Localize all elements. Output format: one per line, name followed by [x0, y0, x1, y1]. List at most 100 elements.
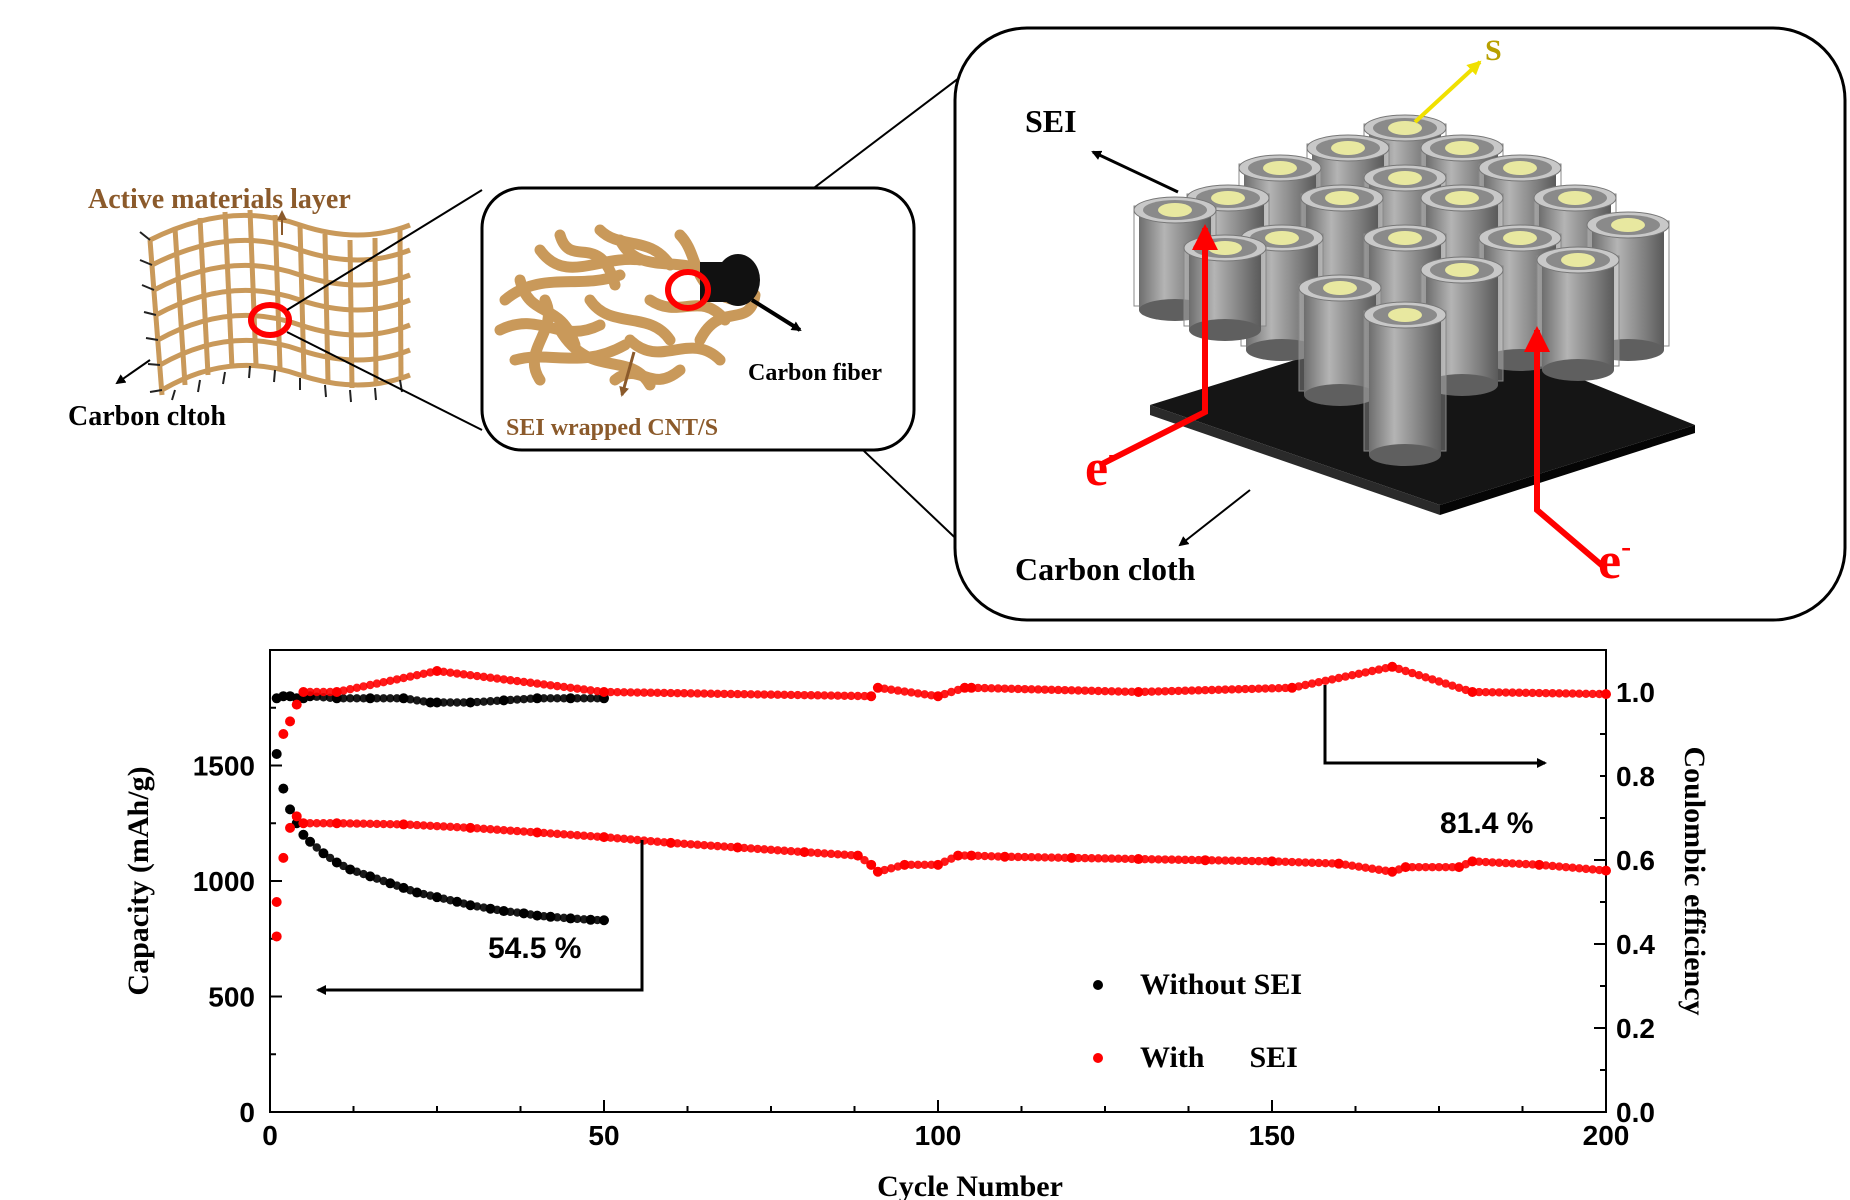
data-point — [1054, 853, 1063, 862]
data-point — [565, 913, 576, 924]
data-point — [840, 850, 849, 859]
data-point — [298, 829, 309, 840]
data-point — [352, 819, 362, 828]
data-point — [452, 669, 462, 678]
data-point — [366, 680, 375, 690]
data-point — [1347, 861, 1357, 870]
fiber-sei-label: SEI wrapped CNT/S — [506, 415, 718, 441]
data-point — [1227, 856, 1237, 865]
data-point — [1020, 684, 1030, 694]
data-point — [372, 819, 382, 829]
data-point — [359, 819, 368, 828]
data-point — [1107, 854, 1116, 863]
data-point — [1555, 689, 1564, 698]
data-point — [479, 824, 488, 833]
axis-tick-labels: 0 50 100 150 200 0 500 1000 1500 0.0 0.2 0.4 0.6 0.8 1… — [193, 677, 1656, 1151]
data-point — [345, 694, 355, 703]
data-point — [305, 836, 316, 847]
data-point — [359, 682, 368, 691]
data-point — [1287, 682, 1298, 693]
data-point — [1187, 855, 1197, 865]
data-point — [1333, 858, 1344, 869]
data-point — [633, 835, 642, 845]
data-point — [1334, 673, 1344, 683]
data-point — [519, 827, 529, 836]
data-point — [1448, 681, 1457, 690]
data-point — [586, 831, 595, 841]
data-point — [866, 691, 877, 702]
data-point — [579, 685, 589, 694]
data-point — [773, 846, 782, 855]
data-point — [1167, 686, 1177, 696]
data-point — [953, 850, 964, 861]
data-point — [446, 698, 455, 707]
data-point — [1481, 688, 1490, 697]
data-point — [1568, 689, 1577, 698]
data-point — [1180, 855, 1190, 865]
data-point — [1534, 859, 1545, 870]
y2-tick-label: 0.8 — [1616, 761, 1655, 792]
data-point — [780, 846, 789, 855]
data-point — [271, 748, 282, 759]
data-point — [666, 688, 675, 698]
data-point — [800, 690, 809, 700]
sulfur-label: S — [1485, 34, 1502, 67]
data-point — [1066, 852, 1077, 863]
data-point — [439, 822, 448, 831]
data-point — [1227, 685, 1237, 694]
data-point — [399, 673, 408, 683]
data-point — [1434, 677, 1444, 686]
series-with-sei-efficiency — [271, 661, 1611, 907]
data-point — [987, 684, 996, 693]
data-point — [1521, 859, 1531, 869]
pillar — [1363, 301, 1447, 466]
cloth-active-layer-label: Active materials layer — [88, 184, 351, 215]
data-point — [559, 682, 569, 692]
data-point — [519, 694, 529, 704]
data-point — [532, 910, 543, 921]
data-point — [512, 676, 522, 686]
data-point — [1568, 863, 1577, 872]
data-point — [933, 859, 943, 870]
data-point — [545, 911, 556, 922]
data-point — [1267, 684, 1277, 693]
data-point — [887, 864, 896, 873]
data-point — [860, 856, 869, 865]
data-point — [1174, 855, 1183, 864]
data-point — [298, 687, 309, 697]
data-point — [693, 840, 702, 849]
data-point — [278, 852, 289, 863]
data-point — [331, 687, 342, 697]
data-point — [1200, 855, 1211, 866]
data-point — [1588, 865, 1597, 874]
data-point — [465, 822, 476, 833]
data-point — [1434, 862, 1444, 872]
data-point — [291, 811, 302, 822]
cloth-panel: Active materials layer Carbon cltoh — [68, 184, 411, 432]
fiber-sei-arrow — [619, 351, 636, 397]
data-point — [412, 671, 422, 680]
data-point — [780, 690, 789, 700]
data-point — [1354, 669, 1364, 678]
data-point — [465, 697, 476, 708]
data-point — [1555, 862, 1564, 871]
data-point — [1167, 855, 1177, 864]
data-point — [907, 688, 916, 697]
data-point — [1074, 686, 1083, 695]
data-point — [1341, 672, 1350, 681]
data-point — [1327, 675, 1337, 684]
data-point — [1361, 668, 1370, 677]
data-point — [278, 783, 289, 794]
data-point — [386, 676, 395, 685]
data-point — [1007, 684, 1016, 694]
data-point — [325, 853, 335, 863]
data-point — [1467, 687, 1478, 697]
data-point — [1241, 856, 1250, 866]
array-cloth-label: Carbon cloth — [1015, 551, 1196, 587]
data-point — [726, 689, 736, 699]
data-point — [412, 820, 422, 830]
data-point — [1234, 685, 1243, 694]
data-point — [872, 682, 883, 693]
data-point — [813, 848, 822, 858]
data-point — [546, 681, 555, 690]
